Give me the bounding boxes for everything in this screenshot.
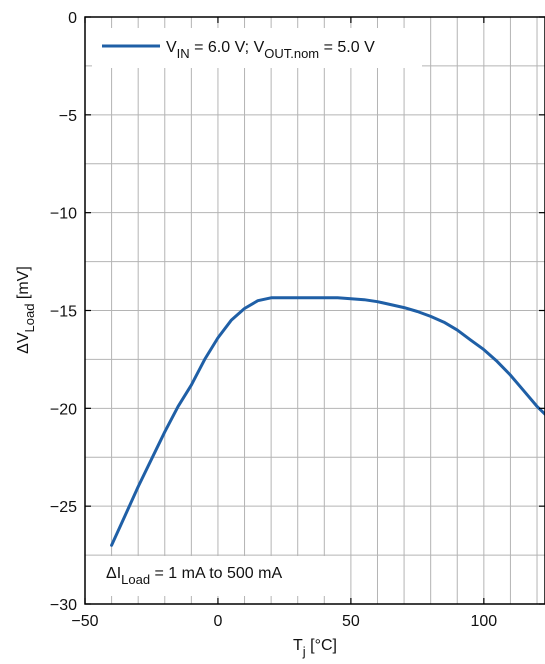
series-layer [110, 296, 545, 547]
x-tick-label: 50 [342, 613, 360, 630]
x-axis-title: Tj [°C] [293, 637, 337, 659]
axis-ticks [84, 16, 545, 605]
legend-box [92, 28, 422, 68]
x-tick-label: 100 [470, 613, 497, 630]
y-axis-title: ΔVLoad [mV] [15, 266, 37, 354]
grid-lines [85, 17, 545, 604]
annotation-range: = 1 mA to 500 mA [150, 565, 282, 582]
y-axis-title-sub: Load [22, 304, 37, 333]
y-tick-label: −30 [50, 597, 77, 614]
x-tick-label: 0 [213, 613, 222, 630]
series-line [110, 296, 545, 547]
y-tick-label: −5 [59, 108, 77, 125]
legend-label: VIN = 6.0 V; VOUT.nom = 5.0 V [166, 39, 375, 61]
y-tick-label: −25 [50, 499, 77, 516]
tick-labels: −50 0 50 100 0 −5 −10 −15 −20 −25 −30 [50, 10, 497, 630]
y-tick-label: −20 [50, 401, 77, 418]
annotation-box [96, 556, 326, 596]
y-tick-label: 0 [68, 10, 77, 27]
y-tick-label: −10 [50, 206, 77, 223]
annotation-load-sub: Load [121, 572, 150, 587]
annotation: ΔILoad = 1 mA to 500 mA [96, 556, 326, 596]
legend-v-in-sub: IN [177, 46, 190, 61]
annotation-delta-i: ΔI [106, 565, 121, 582]
legend-v-in: V [166, 39, 177, 56]
x-axis-title-main: T [293, 637, 303, 654]
y-axis-title-unit: [mV] [15, 266, 32, 303]
x-axis-title-sub: j [302, 644, 306, 659]
y-axis-title-main: ΔV [15, 332, 32, 354]
x-tick-label: −50 [71, 613, 98, 630]
annotation-label: ΔILoad = 1 mA to 500 mA [106, 565, 282, 587]
y-tick-label: −15 [50, 304, 77, 321]
legend-end: = 5.0 V [319, 39, 375, 56]
legend-v-out-sub: OUT.nom [264, 46, 319, 61]
legend: VIN = 6.0 V; VOUT.nom = 5.0 V [92, 28, 422, 68]
x-axis-title-unit: [°C] [306, 637, 337, 654]
legend-mid: = 6.0 V; V [190, 39, 265, 56]
